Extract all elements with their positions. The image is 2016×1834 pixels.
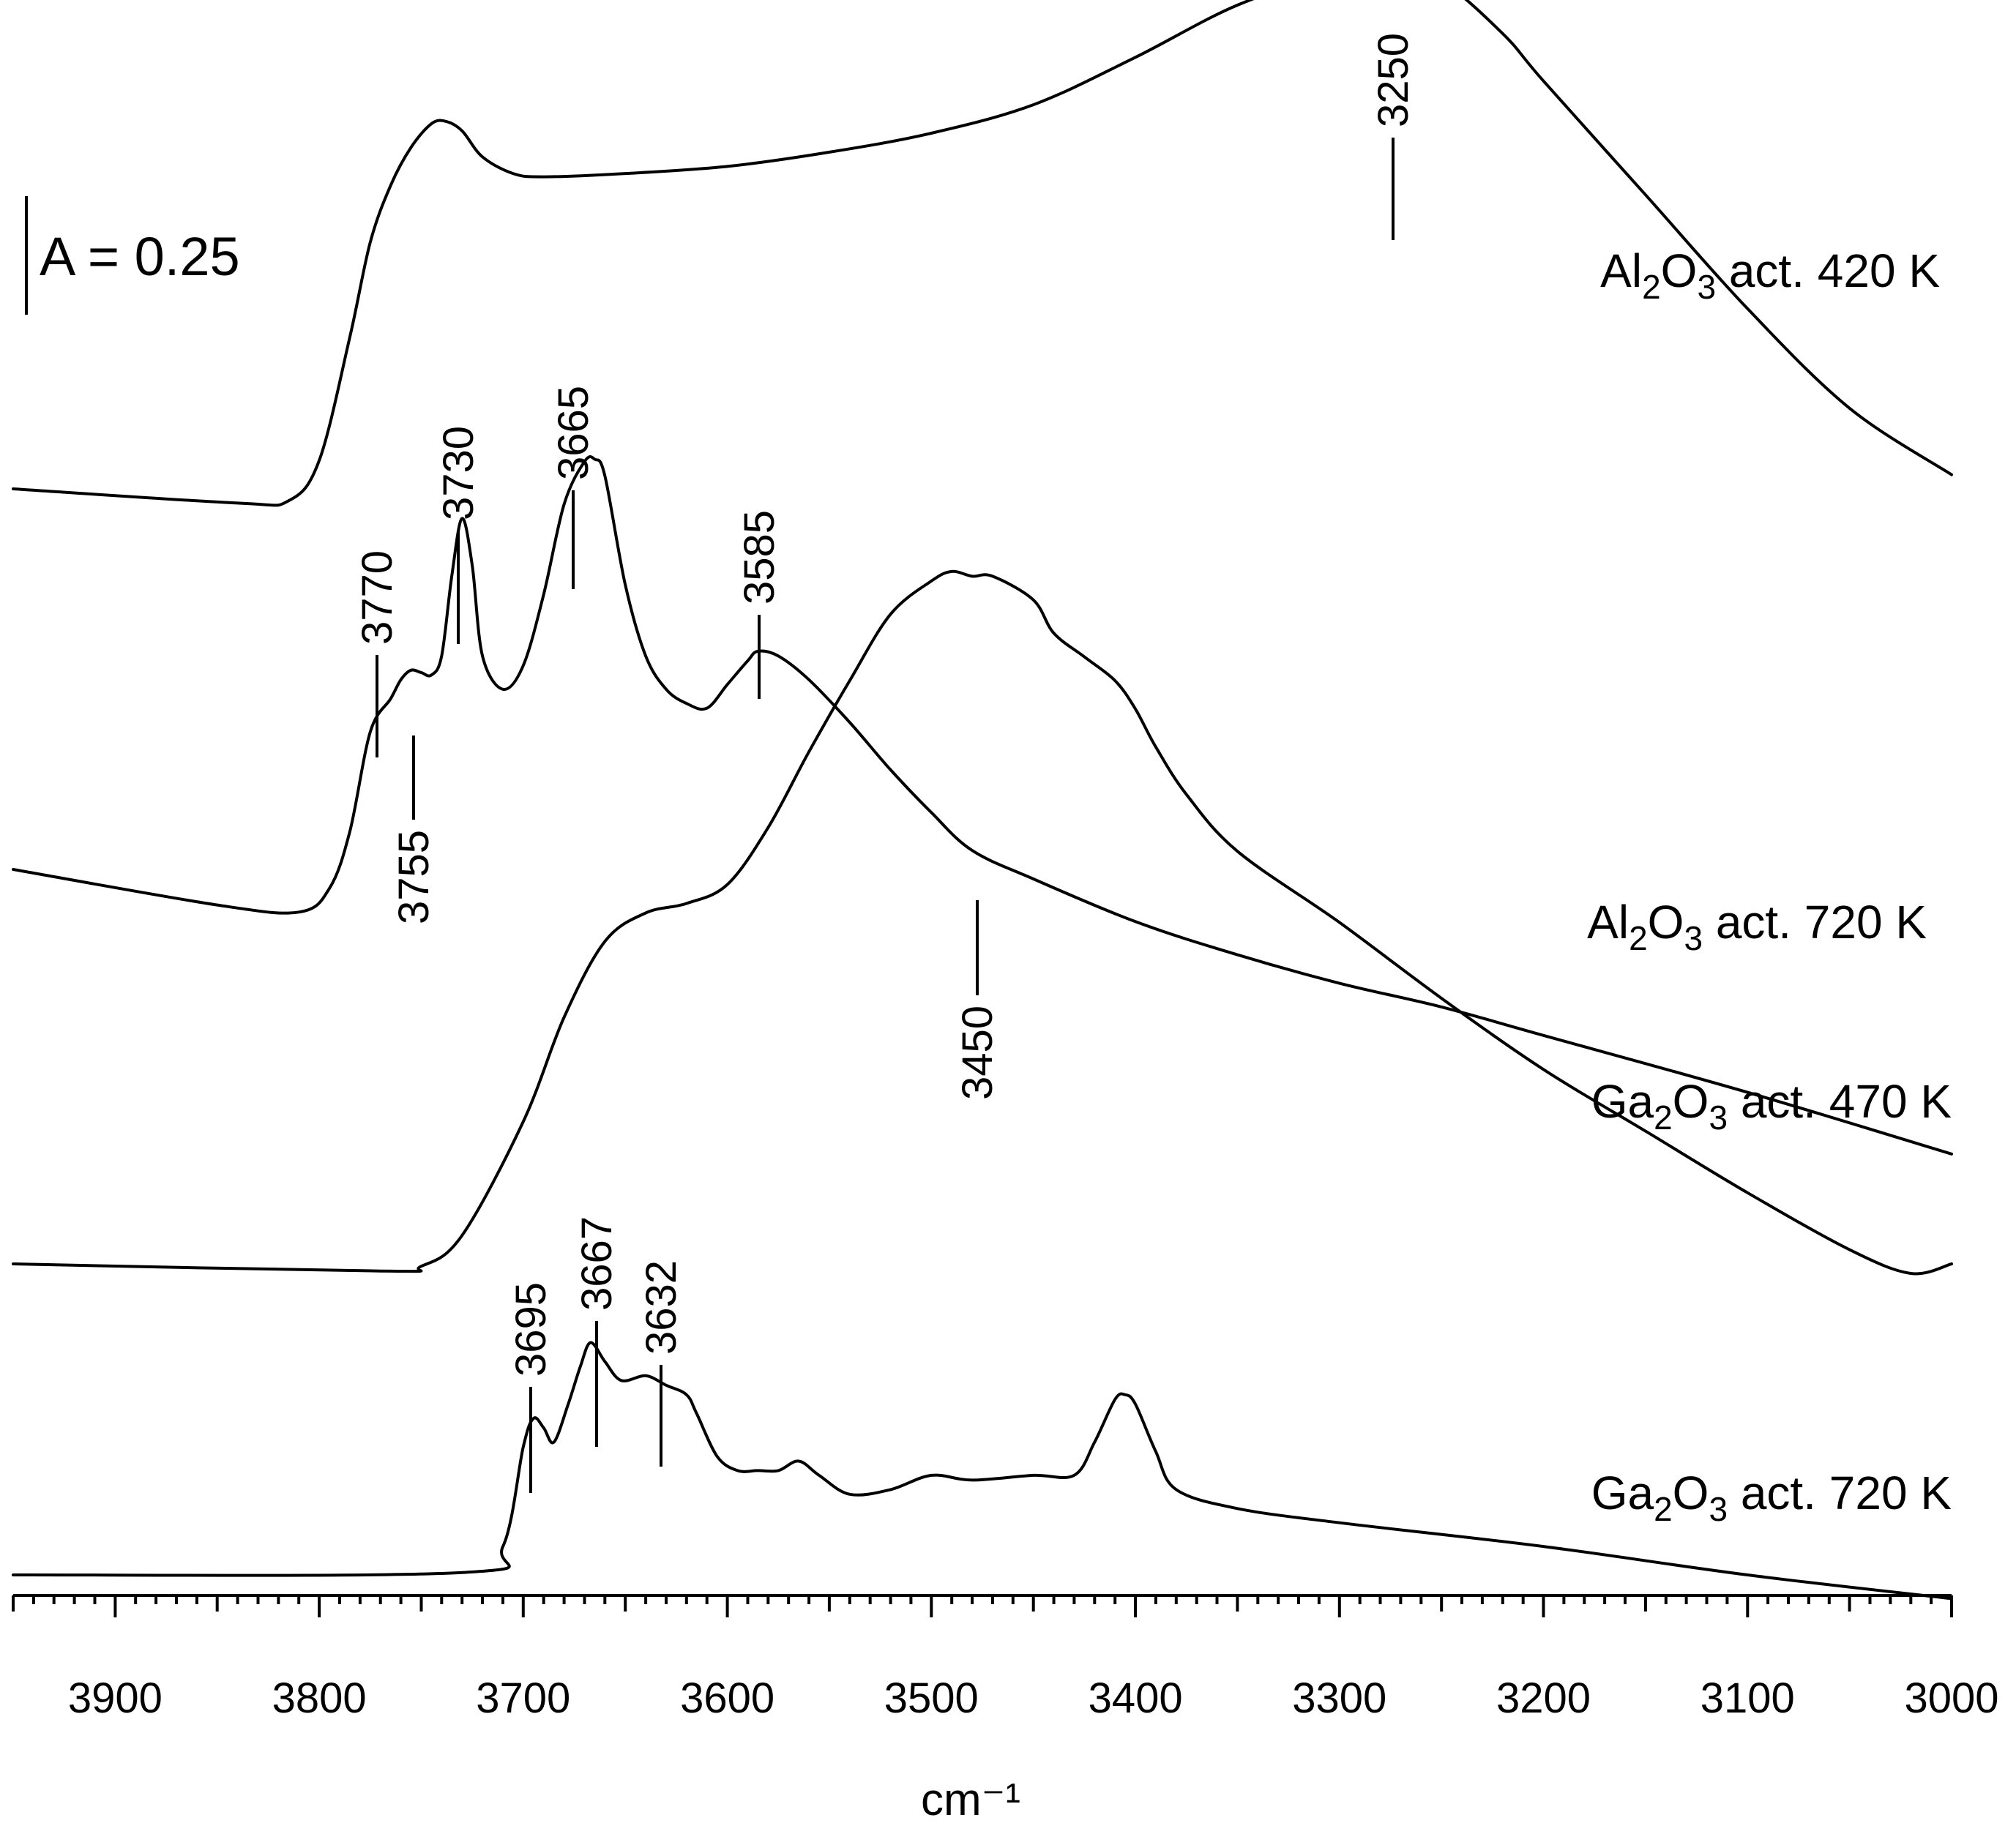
x-tick-label-3900: 3900 [68,1674,163,1722]
series-label-1: Al2O3 act. 420 K [1600,244,1940,306]
x-axis-title: cm⁻¹ [921,1775,1020,1825]
peak-label-3695: 3695 [507,1282,555,1377]
series-label-4: Ga2O3 act. 720 K [1591,1467,1952,1528]
peak-label-3250: 3250 [1370,33,1417,127]
series-line-1 [12,0,1953,507]
series-line-3 [12,569,1953,1276]
x-tick-label-3700: 3700 [476,1674,570,1722]
peak-callouts: 3250 3770 3755 3730 3665 3585 3450 3695 3667 3632 [354,33,1417,1493]
peak-label-3755: 3755 [390,830,438,924]
x-tick-label-3600: 3600 [680,1674,774,1722]
x-tick-label-3100: 3100 [1700,1674,1795,1722]
series-line-4 [12,1341,1953,1601]
peak-label-3667: 3667 [573,1216,621,1311]
series-labels: Al2O3 act. 420 K Al2O3 act. 720 K Ga2O3 ac… [1587,244,1952,1528]
x-axis-tick-labels: 3900 3800 3700 3600 3500 3400 3300 3200 3100 3000 [68,1674,1999,1722]
x-tick-label-3800: 3800 [272,1674,367,1722]
spectra-curves [12,0,1953,1601]
x-tick-label-3300: 3300 [1292,1674,1386,1722]
peak-label-3450: 3450 [954,1006,1001,1100]
series-label-3: Ga2O3 act. 470 K [1591,1075,1952,1137]
x-tick-label-3500: 3500 [884,1674,979,1722]
series-label-2: Al2O3 act. 720 K [1587,896,1927,957]
peak-label-3770: 3770 [354,550,401,645]
peak-label-3730: 3730 [435,426,482,520]
series-line-2 [12,455,1953,1156]
peak-label-3585: 3585 [736,510,783,605]
peak-label-3632: 3632 [638,1260,685,1355]
scale-bar-label: A = 0.25 [40,226,240,287]
x-tick-label-3000: 3000 [1904,1674,1998,1722]
scale-bar: A = 0.25 [25,196,240,315]
x-tick-label-3400: 3400 [1089,1674,1183,1722]
peak-label-3665: 3665 [550,386,597,480]
x-tick-label-3200: 3200 [1496,1674,1591,1722]
x-axis-ticks [12,1595,1953,1617]
